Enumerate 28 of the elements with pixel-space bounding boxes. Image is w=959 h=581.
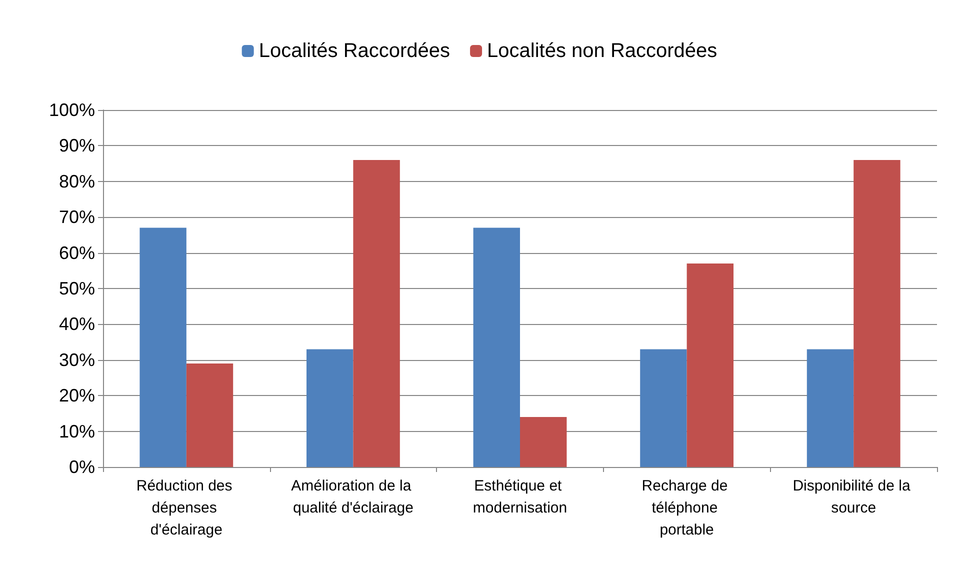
x-tick-label: Réduction des dépenses d'éclairage (136, 478, 236, 538)
y-tick-label: 60% (58, 242, 95, 263)
bar (640, 349, 687, 467)
y-tick-label: 0% (68, 457, 95, 477)
y-tick-label: 80% (58, 171, 95, 192)
y-tick-label: 70% (58, 207, 95, 228)
y-tick-label: 50% (58, 278, 95, 298)
y-tick-label: 40% (58, 314, 95, 334)
x-tick-label: Amélioration de la qualité d'éclairage (291, 478, 416, 516)
bar (353, 160, 400, 467)
legend-label: Localités Raccordées (258, 40, 450, 62)
y-tick-label: 10% (58, 421, 95, 442)
bar (806, 349, 854, 467)
bar (520, 417, 567, 467)
y-tick-label: 20% (58, 386, 95, 406)
bar (686, 264, 734, 467)
bar (140, 228, 186, 467)
x-tick-label: Esthétique et modernisation (472, 478, 568, 516)
y-tick-label: 30% (58, 350, 95, 370)
bar (186, 363, 234, 467)
x-tick-label: Recharge de téléphone portable (642, 478, 732, 538)
bar (306, 349, 354, 467)
legend-label: Localités non Raccordées (487, 40, 718, 62)
bar (854, 160, 900, 467)
x-tick-label: Disponibilité de la source (792, 478, 914, 516)
y-tick-label: 90% (58, 136, 95, 156)
bar (473, 228, 520, 467)
y-tick-label: 100% (48, 100, 95, 120)
